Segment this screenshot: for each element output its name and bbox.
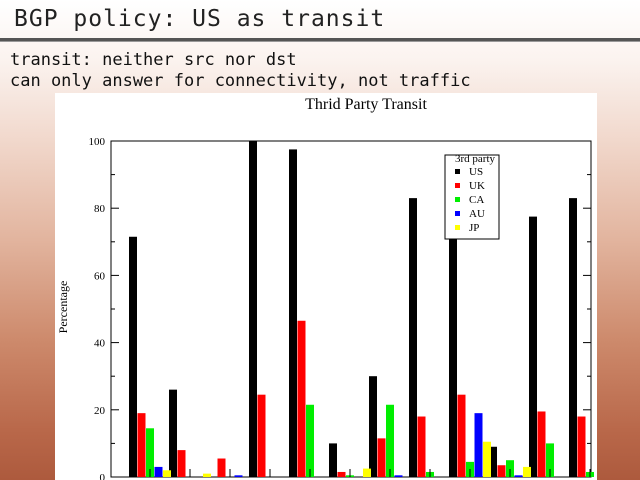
bar-uk bbox=[417, 416, 426, 477]
bar-series bbox=[129, 141, 594, 477]
bar-uk bbox=[297, 320, 306, 477]
bar-au bbox=[514, 475, 523, 477]
bullet-line-2: can only answer for connectivity, not tr… bbox=[10, 71, 471, 91]
bar-ca bbox=[546, 443, 554, 477]
bar-uk bbox=[337, 471, 346, 477]
bar-chart: Thrid Party Transit Percentage 0 20 40 60 80… bbox=[56, 96, 594, 480]
plot-frame bbox=[110, 140, 592, 478]
legend-label-us: US bbox=[469, 166, 483, 178]
bar-us bbox=[409, 198, 417, 477]
bar-us bbox=[489, 446, 497, 477]
bar-uk bbox=[177, 450, 186, 477]
bar-us bbox=[569, 198, 577, 477]
bar-uk bbox=[457, 394, 466, 477]
bullet-line-1: transit: neither src nor dst bbox=[10, 50, 297, 70]
bar-us bbox=[289, 149, 297, 477]
bar-us bbox=[249, 141, 257, 477]
bar-uk bbox=[497, 465, 506, 477]
bar-uk bbox=[577, 416, 586, 477]
bar-uk bbox=[257, 394, 266, 477]
bar-ca bbox=[146, 428, 154, 477]
legend-box bbox=[444, 154, 500, 240]
bar-us bbox=[169, 389, 177, 477]
bar-jp bbox=[163, 470, 171, 477]
legend-title: 3rd party bbox=[455, 153, 496, 165]
y-tick-label: 40 bbox=[94, 338, 106, 350]
bar-au bbox=[474, 413, 483, 477]
bar-jp bbox=[523, 466, 531, 477]
title-divider bbox=[0, 38, 640, 41]
y-axis-ticks: 0 20 40 60 80 100 bbox=[89, 136, 591, 480]
bar-ca bbox=[306, 404, 314, 477]
plot-border bbox=[110, 140, 592, 478]
legend-label-jp: JP bbox=[469, 222, 479, 234]
legend-label-au: AU bbox=[469, 208, 485, 220]
legend-swatch-jp bbox=[455, 225, 460, 230]
bar-uk bbox=[537, 411, 546, 477]
legend-swatch-au bbox=[455, 211, 460, 216]
chart-panel: Thrid Party Transit Percentage 0 20 40 60 80… bbox=[55, 93, 597, 480]
bar-us bbox=[369, 376, 377, 477]
bar-us bbox=[529, 216, 537, 477]
y-tick-label: 20 bbox=[94, 405, 106, 417]
bar-au bbox=[394, 475, 403, 477]
bar-ca bbox=[506, 460, 514, 477]
bar-ca bbox=[386, 404, 394, 477]
chart-title: Thrid Party Transit bbox=[305, 96, 427, 113]
slide-title: BGP policy: US as transit bbox=[14, 6, 386, 32]
y-tick-label: 80 bbox=[94, 203, 106, 215]
legend-label-uk: UK bbox=[469, 180, 485, 192]
bar-au bbox=[234, 475, 243, 477]
bar-au bbox=[154, 466, 163, 477]
bar-jp bbox=[363, 468, 371, 477]
bar-uk bbox=[217, 458, 226, 477]
bar-us bbox=[449, 174, 457, 477]
y-axis-label: Percentage bbox=[56, 281, 70, 334]
legend-swatch-us bbox=[455, 169, 460, 174]
bar-us bbox=[329, 443, 337, 477]
bar-us bbox=[129, 236, 137, 477]
y-tick-label: 100 bbox=[89, 136, 106, 148]
bar-uk bbox=[137, 413, 146, 477]
bar-jp bbox=[483, 441, 491, 477]
y-tick-label: 60 bbox=[94, 270, 106, 282]
bar-uk bbox=[377, 438, 386, 477]
legend-swatch-ca bbox=[455, 197, 460, 202]
legend-label-ca: CA bbox=[469, 194, 484, 206]
y-tick-label: 0 bbox=[100, 472, 106, 480]
bar-jp bbox=[203, 473, 211, 477]
legend-swatch-uk bbox=[455, 183, 460, 188]
